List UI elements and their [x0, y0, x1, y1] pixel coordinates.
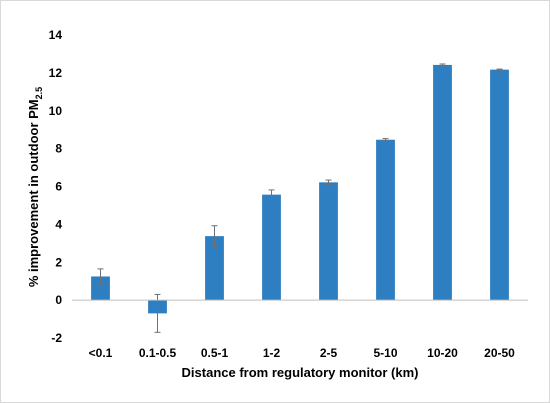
bar-3: [262, 194, 281, 301]
y-tick-label-4: 6: [55, 180, 62, 194]
bar-0: [91, 276, 110, 301]
x-tick-label-4: 2-5: [320, 346, 338, 360]
bar-6: [433, 64, 452, 301]
x-axis-ticks: <0.1 0.1-0.5 0.5-1 1-2 2-5 5-10 10-20 20-50: [89, 346, 516, 360]
y-axis-title: % improvement in outdoor PM2.5: [26, 87, 44, 287]
x-tick-label-5: 5-10: [373, 346, 397, 360]
y-tick-label-2: 2: [55, 255, 62, 269]
y-axis-ticks: -2 0 2 4 6 8 10 12 14: [49, 28, 63, 345]
bar-7: [490, 69, 509, 301]
y-tick-label-3: 4: [55, 217, 62, 231]
bar-2: [205, 236, 224, 301]
x-tick-label-3: 1-2: [263, 346, 281, 360]
y-tick-label-5: 8: [55, 142, 62, 156]
x-tick-label-6: 10-20: [427, 346, 458, 360]
x-axis-title: Distance from regulatory monitor (km): [182, 365, 419, 380]
y-tick-label-7: 12: [49, 66, 63, 80]
error-bar-1: [154, 293, 161, 333]
x-tick-label-2: 0.5-1: [201, 346, 229, 360]
x-tick-label-0: <0.1: [89, 346, 113, 360]
y-tick-label-0: -2: [51, 331, 62, 345]
error-bar-4: [325, 179, 332, 186]
y-axis-title-subscript: 2.5: [34, 87, 44, 100]
error-bar-6: [439, 63, 446, 67]
y-tick-label-1: 0: [55, 293, 62, 307]
error-bar-3: [268, 189, 275, 200]
x-tick-label-1: 0.1-0.5: [139, 346, 177, 360]
bar-4: [319, 182, 338, 301]
error-bars: [97, 63, 503, 333]
bar-5: [376, 139, 395, 301]
error-bar-2: [211, 225, 218, 248]
y-tick-label-6: 10: [49, 104, 63, 118]
error-bar-7: [496, 68, 503, 71]
y-axis-title-main: % improvement in outdoor PM: [26, 99, 41, 287]
error-bar-5: [382, 138, 389, 142]
y-tick-label-8: 14: [49, 28, 63, 42]
x-tick-label-7: 20-50: [484, 346, 515, 360]
bars: [91, 64, 509, 314]
error-bar-0: [97, 268, 104, 285]
